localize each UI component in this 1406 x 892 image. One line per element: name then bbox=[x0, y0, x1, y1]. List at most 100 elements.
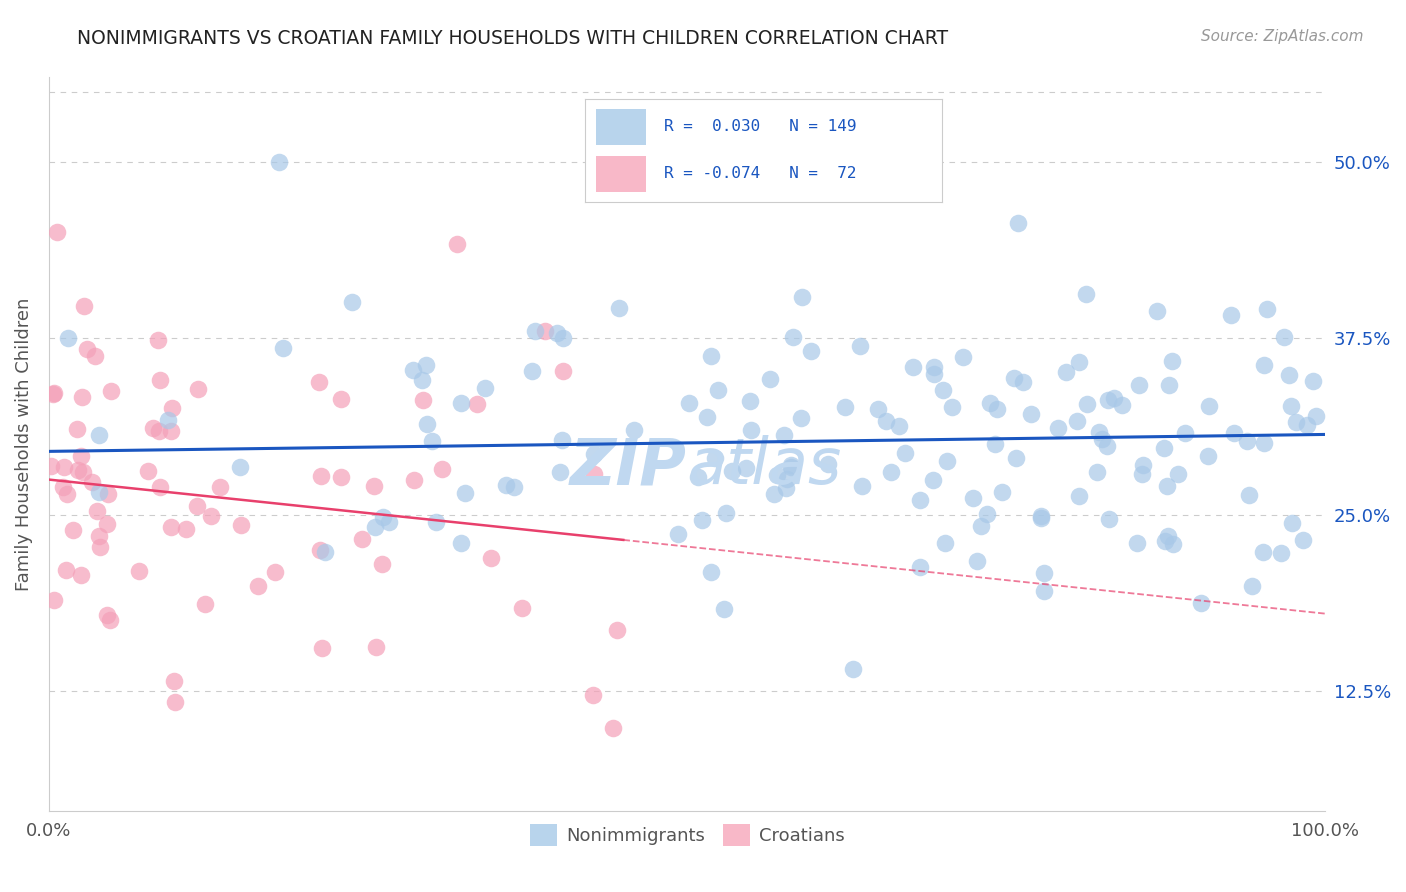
Point bbox=[1085, 465, 1108, 479]
Point bbox=[415, 417, 437, 432]
Point bbox=[1241, 578, 1264, 592]
Point bbox=[371, 510, 394, 524]
Point bbox=[1253, 359, 1275, 373]
Point bbox=[420, 434, 443, 448]
Point bbox=[72, 465, 94, 479]
Point bbox=[606, 623, 628, 637]
Point bbox=[851, 479, 873, 493]
Y-axis label: Family Households with Children: Family Households with Children bbox=[15, 298, 32, 591]
Point bbox=[1033, 566, 1056, 580]
Point bbox=[52, 459, 75, 474]
Point bbox=[1161, 537, 1184, 551]
Point bbox=[534, 324, 557, 338]
Point bbox=[66, 422, 89, 436]
Point bbox=[1296, 417, 1319, 432]
Point bbox=[163, 673, 186, 688]
Point bbox=[713, 602, 735, 616]
Point bbox=[84, 349, 107, 363]
Point bbox=[350, 532, 373, 546]
Point bbox=[187, 382, 209, 396]
Point bbox=[1167, 467, 1189, 481]
Point bbox=[55, 563, 77, 577]
Point bbox=[1305, 409, 1327, 424]
Point bbox=[56, 487, 79, 501]
Point bbox=[546, 326, 568, 340]
Point bbox=[765, 468, 787, 483]
Point bbox=[82, 475, 104, 490]
Point bbox=[1074, 287, 1097, 301]
Point bbox=[160, 424, 183, 438]
Point bbox=[924, 360, 946, 375]
Point bbox=[450, 396, 472, 410]
Point bbox=[1160, 354, 1182, 368]
Point bbox=[735, 461, 758, 475]
Point bbox=[524, 324, 547, 338]
Point bbox=[1256, 301, 1278, 316]
Point bbox=[146, 333, 169, 347]
Point bbox=[412, 393, 434, 408]
Point bbox=[1302, 374, 1324, 388]
Point bbox=[502, 480, 524, 494]
Point bbox=[371, 558, 394, 572]
Point bbox=[688, 470, 710, 484]
Point bbox=[1091, 433, 1114, 447]
Point bbox=[98, 613, 121, 627]
Point bbox=[157, 412, 180, 426]
Point bbox=[866, 401, 889, 416]
Point bbox=[1198, 399, 1220, 413]
Point bbox=[271, 341, 294, 355]
Text: NONIMMIGRANTS VS CROATIAN FAMILY HOUSEHOLDS WITH CHILDREN CORRELATION CHART: NONIMMIGRANTS VS CROATIAN FAMILY HOUSEHO… bbox=[77, 29, 949, 48]
Point bbox=[42, 592, 65, 607]
Point bbox=[450, 536, 472, 550]
Point bbox=[194, 597, 217, 611]
Point bbox=[479, 550, 502, 565]
Point bbox=[1128, 378, 1150, 392]
Point bbox=[149, 373, 172, 387]
Point bbox=[901, 360, 924, 375]
Point bbox=[704, 451, 727, 466]
Point bbox=[1270, 546, 1292, 560]
Point bbox=[775, 481, 797, 495]
Point bbox=[311, 469, 333, 483]
Point bbox=[721, 464, 744, 478]
Point bbox=[70, 568, 93, 582]
Point bbox=[607, 301, 630, 316]
Point bbox=[425, 516, 447, 530]
Point bbox=[551, 364, 574, 378]
Point bbox=[100, 384, 122, 399]
Point bbox=[148, 424, 170, 438]
Point bbox=[908, 492, 931, 507]
Point bbox=[136, 464, 159, 478]
Point bbox=[96, 608, 118, 623]
Point bbox=[159, 520, 181, 534]
Point bbox=[308, 376, 330, 390]
Point bbox=[1285, 416, 1308, 430]
Point bbox=[623, 423, 645, 437]
Point bbox=[1087, 425, 1109, 439]
Point bbox=[894, 445, 917, 459]
Point bbox=[342, 295, 364, 310]
Point bbox=[1154, 534, 1177, 549]
Point bbox=[775, 472, 797, 486]
Point bbox=[1007, 216, 1029, 230]
Point bbox=[970, 519, 993, 533]
Point bbox=[696, 409, 718, 424]
Point bbox=[73, 299, 96, 313]
Point bbox=[984, 437, 1007, 451]
Point bbox=[1279, 399, 1302, 413]
Point bbox=[740, 423, 762, 437]
Point bbox=[1002, 371, 1025, 385]
Point bbox=[922, 367, 945, 381]
Point bbox=[1097, 392, 1119, 407]
Point bbox=[87, 529, 110, 543]
Point bbox=[1236, 434, 1258, 448]
Point bbox=[162, 401, 184, 416]
Point bbox=[446, 236, 468, 251]
Point bbox=[174, 522, 197, 536]
Point bbox=[782, 330, 804, 344]
Point bbox=[76, 342, 98, 356]
Point bbox=[1272, 330, 1295, 344]
Point bbox=[1197, 449, 1219, 463]
Point bbox=[311, 640, 333, 655]
Point bbox=[1102, 391, 1125, 405]
